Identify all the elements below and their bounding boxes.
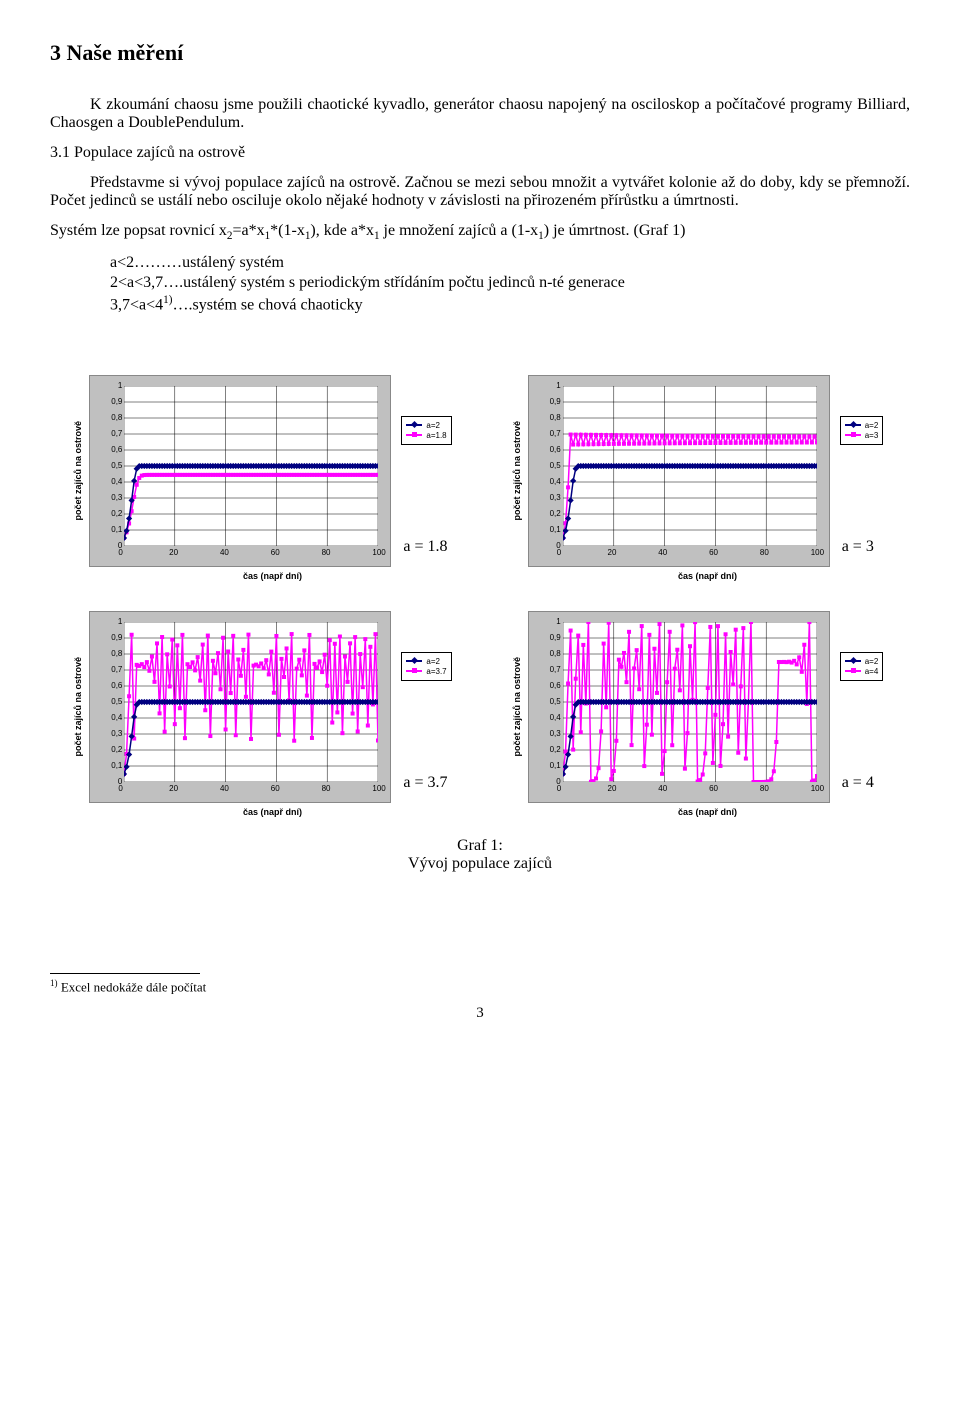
- graf-caption: Graf 1: Vývoj populace zajíců: [50, 837, 910, 873]
- chart-1: počet zajíců na ostrově00,10,20,30,40,50…: [50, 375, 475, 581]
- y-axis-label: počet zajíců na ostrově: [73, 421, 83, 521]
- legend: a=2a=3: [840, 416, 884, 445]
- chart-side-label: a = 3.7: [403, 774, 451, 792]
- chart-side-label: a = 3: [842, 538, 884, 556]
- charts-grid: počet zajíců na ostrově00,10,20,30,40,50…: [50, 375, 910, 817]
- x-axis-label: čas (např dní): [558, 571, 858, 581]
- y-axis-label: počet zajíců na ostrově: [512, 421, 522, 521]
- cond-3: 3,7<a<41)….systém se chová chaoticky: [110, 294, 910, 314]
- x-axis-label: čas (např dní): [558, 807, 858, 817]
- legend: a=2a=3.7: [401, 652, 451, 681]
- chart-side-label: a = 4: [842, 774, 884, 792]
- x-axis-label: čas (např dní): [123, 807, 423, 817]
- heading-main: 3 Naše měření: [50, 40, 910, 66]
- x-axis-label: čas (např dní): [123, 571, 423, 581]
- paragraph-equation: Systém lze popsat rovnicí x2=a*x1*(1-x1)…: [50, 222, 910, 242]
- page-number: 3: [50, 1005, 910, 1022]
- conditions-block: a<2………ustálený systém 2<a<3,7….ustálený …: [110, 254, 910, 314]
- chart-2: počet zajíců na ostrově00,10,20,30,40,50…: [485, 375, 910, 581]
- footnote-separator: [50, 973, 200, 974]
- paragraph-intro: K zkoumání chaosu jsme použili chaotické…: [50, 96, 910, 132]
- chart-4: počet zajíců na ostrově00,10,20,30,40,50…: [485, 611, 910, 817]
- footnote: 1) Excel nedokáže dále počítat: [50, 978, 910, 995]
- cond-2: 2<a<3,7….ustálený systém s periodickým s…: [110, 274, 910, 292]
- chart-side-label: a = 1.8: [403, 538, 451, 556]
- chart-3: počet zajíců na ostrově00,10,20,30,40,50…: [50, 611, 475, 817]
- paragraph-desc: Představme si vývoj populace zajíců na o…: [50, 174, 910, 210]
- y-axis-label: počet zajíců na ostrově: [73, 657, 83, 757]
- y-axis-label: počet zajíců na ostrově: [512, 657, 522, 757]
- cond-1: a<2………ustálený systém: [110, 254, 910, 272]
- legend: a=2a=1.8: [401, 416, 451, 445]
- legend: a=2a=4: [840, 652, 884, 681]
- subheading: 3.1 Populace zajíců na ostrově: [50, 144, 910, 162]
